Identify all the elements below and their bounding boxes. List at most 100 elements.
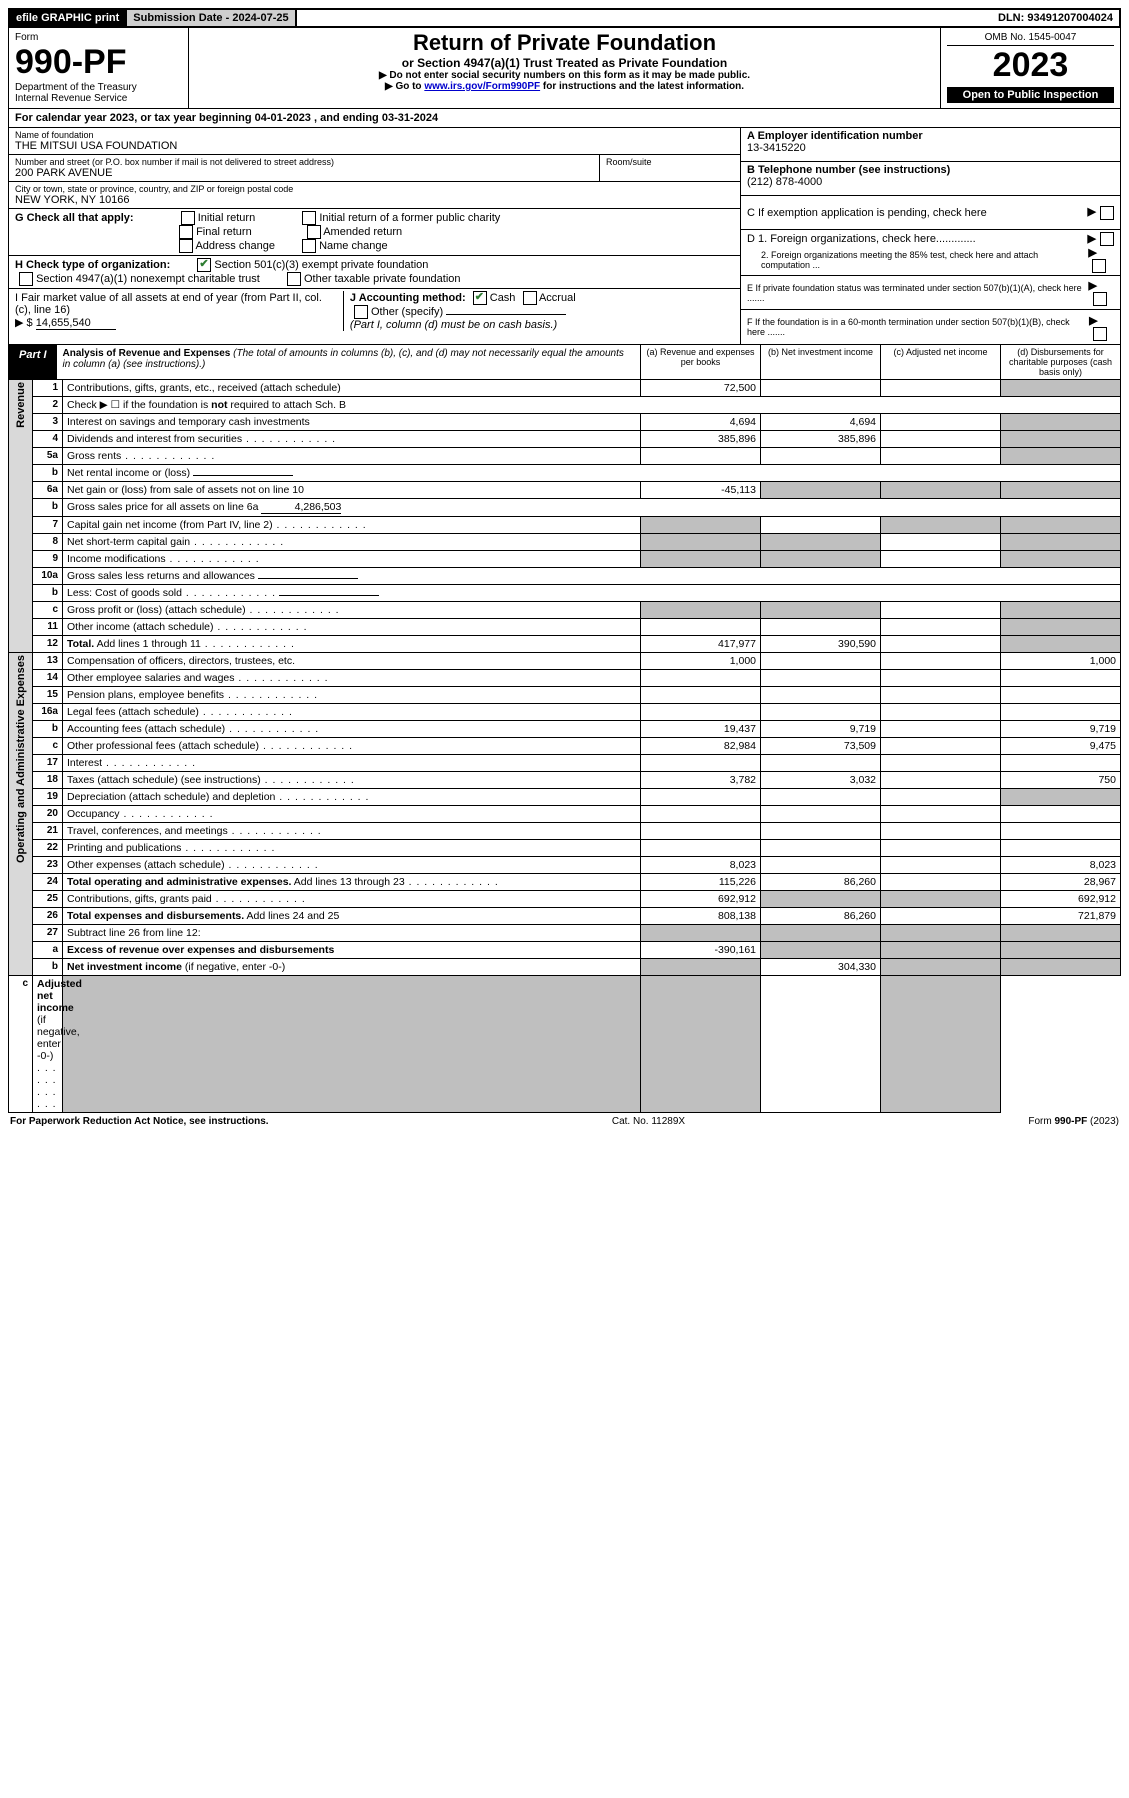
- checkbox-cash[interactable]: [473, 291, 487, 305]
- amt-col-b: 385,896: [761, 431, 881, 448]
- b-label: B Telephone number (see instructions): [747, 164, 950, 176]
- checkbox-final-return[interactable]: [179, 225, 193, 239]
- checkbox-4947a1[interactable]: [19, 272, 33, 286]
- col-a-head: (a) Revenue and expenses per books: [640, 345, 760, 379]
- info-right: A Employer identification number 13-3415…: [740, 128, 1120, 344]
- page-footer: For Paperwork Reduction Act Notice, see …: [8, 1113, 1121, 1127]
- form-title: Return of Private Foundation: [195, 30, 934, 56]
- j-cash: Cash: [490, 292, 516, 304]
- addr-cell: Number and street (or P.O. box number if…: [9, 155, 600, 181]
- city-cell: City or town, state or province, country…: [9, 182, 740, 209]
- info-grid: Name of foundation THE MITSUI USA FOUNDA…: [8, 128, 1121, 345]
- amt-col-b: [761, 619, 881, 636]
- amt-col-d: [1001, 942, 1121, 959]
- a-cell: A Employer identification number 13-3415…: [741, 128, 1120, 162]
- c-cell: C If exemption application is pending, c…: [741, 196, 1120, 230]
- amt-col-b: 3,032: [761, 772, 881, 789]
- instructions-link[interactable]: www.irs.gov/Form990PF: [424, 81, 540, 92]
- line-label: Total expenses and disbursements. Add li…: [63, 908, 641, 925]
- amt-col-a: [641, 789, 761, 806]
- j-other: Other (specify): [371, 306, 443, 318]
- c-arrow-box: ▶: [1088, 205, 1114, 219]
- dln-label: DLN:: [998, 12, 1027, 24]
- line-number: 25: [33, 891, 63, 908]
- checkbox-accrual[interactable]: [523, 291, 537, 305]
- line-number: 10a: [33, 568, 63, 585]
- table-row: aExcess of revenue over expenses and dis…: [9, 942, 1121, 959]
- line-label: Interest on savings and temporary cash i…: [63, 414, 641, 431]
- amt-col-b: [761, 704, 881, 721]
- checkbox-address-change[interactable]: [179, 239, 193, 253]
- a-label: A Employer identification number: [747, 130, 923, 142]
- j-accrual: Accrual: [539, 292, 576, 304]
- table-row: 18Taxes (attach schedule) (see instructi…: [9, 772, 1121, 789]
- checkbox-f[interactable]: [1093, 327, 1107, 341]
- j-label: J Accounting method:: [350, 292, 466, 304]
- amt-col-c: [881, 687, 1001, 704]
- line-label: Gross sales less returns and allowances: [63, 568, 1121, 585]
- line-label: Subtract line 26 from line 12:: [63, 925, 641, 942]
- header-mid: Return of Private Foundation or Section …: [189, 28, 940, 108]
- amt-col-d: [1001, 517, 1121, 534]
- amt-col-c: [881, 448, 1001, 465]
- amt-col-a: [641, 670, 761, 687]
- checkbox-e[interactable]: [1093, 292, 1107, 306]
- checkbox-other-taxable[interactable]: [287, 272, 301, 286]
- table-row: 27Subtract line 26 from line 12:: [9, 925, 1121, 942]
- line-number: 22: [33, 840, 63, 857]
- amt-col-a: 417,977: [641, 636, 761, 653]
- calendar-year-row: For calendar year 2023, or tax year begi…: [8, 109, 1121, 128]
- checkbox-initial-return[interactable]: [181, 211, 195, 225]
- amt-col-b: [761, 448, 881, 465]
- form-subtitle: or Section 4947(a)(1) Trust Treated as P…: [195, 56, 934, 70]
- part1-cols: (a) Revenue and expenses per books (b) N…: [640, 345, 1120, 379]
- d-cell: D 1. Foreign organizations, check here..…: [741, 230, 1120, 276]
- amt-col-a: 72,500: [641, 380, 761, 397]
- h-opt-2: Section 4947(a)(1) nonexempt charitable …: [15, 273, 260, 285]
- instr-2: ▶ Go to www.irs.gov/Form990PF for instru…: [195, 81, 934, 92]
- table-row: 17Interest: [9, 755, 1121, 772]
- table-row: 5aGross rents: [9, 448, 1121, 465]
- f-cell: F If the foundation is in a 60-month ter…: [741, 310, 1120, 344]
- checkbox-amended[interactable]: [307, 225, 321, 239]
- amt-col-b: [761, 534, 881, 551]
- city-value: NEW YORK, NY 10166: [15, 194, 734, 206]
- checkbox-other-method[interactable]: [354, 305, 368, 319]
- form-word: Form: [15, 32, 182, 43]
- amt-col-b: [761, 602, 881, 619]
- line-label: Income modifications: [63, 551, 641, 568]
- line-number: 24: [33, 874, 63, 891]
- checkbox-c[interactable]: [1100, 206, 1114, 220]
- amt-col-a: 3,782: [641, 772, 761, 789]
- table-row: bLess: Cost of goods sold: [9, 585, 1121, 602]
- amt-col-a: 1,000: [641, 653, 761, 670]
- dept: Department of the Treasury: [15, 82, 182, 93]
- checkbox-501c3[interactable]: [197, 258, 211, 272]
- instr-2-pre: ▶ Go to: [385, 81, 424, 92]
- amt-col-b: [641, 976, 761, 1113]
- checkbox-name-change[interactable]: [302, 239, 316, 253]
- line-number: 19: [33, 789, 63, 806]
- amt-col-d: [1001, 380, 1121, 397]
- checkbox-d1[interactable]: [1100, 232, 1114, 246]
- room-cell: Room/suite: [600, 155, 740, 181]
- checkbox-d2[interactable]: [1092, 259, 1106, 273]
- amt-col-c: [881, 534, 1001, 551]
- amt-col-b: 86,260: [761, 908, 881, 925]
- part1-header: Part I Analysis of Revenue and Expenses …: [8, 345, 1121, 380]
- line-label: Legal fees (attach schedule): [63, 704, 641, 721]
- g-opt-0: Initial return: [177, 212, 256, 224]
- amt-col-d: 9,475: [1001, 738, 1121, 755]
- footer-left: For Paperwork Reduction Act Notice, see …: [10, 1116, 269, 1127]
- ij-cell: I Fair market value of all assets at end…: [9, 289, 740, 333]
- amt-col-a: 19,437: [641, 721, 761, 738]
- name-cell: Name of foundation THE MITSUI USA FOUNDA…: [9, 128, 740, 155]
- g-label: G Check all that apply:: [15, 212, 134, 224]
- amt-col-d: 692,912: [1001, 891, 1121, 908]
- checkbox-initial-former[interactable]: [302, 211, 316, 225]
- amt-col-c: [881, 636, 1001, 653]
- amt-col-d: 750: [1001, 772, 1121, 789]
- part1-title: Analysis of Revenue and Expenses: [63, 348, 231, 359]
- info-left: Name of foundation THE MITSUI USA FOUNDA…: [9, 128, 740, 344]
- table-row: 21Travel, conferences, and meetings: [9, 823, 1121, 840]
